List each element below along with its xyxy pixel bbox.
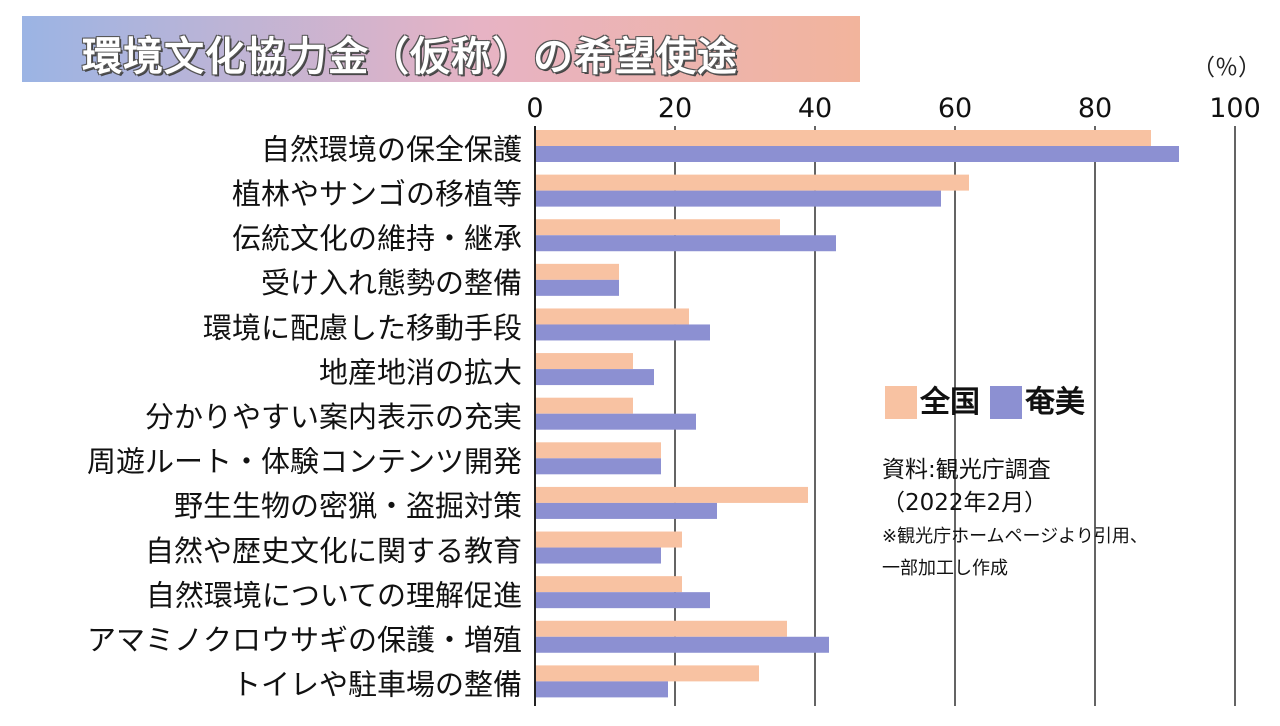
source-line-4: 一部加工し作成	[882, 558, 1008, 579]
chart-title: 環境文化協力金（仮称）の希望使途	[82, 34, 738, 80]
x-tick-label: 80	[1078, 93, 1112, 124]
category-label: 周遊ルート・体験コンテンツ開発	[87, 445, 522, 479]
legend-item-amami: 奄美	[990, 386, 1085, 421]
category-label: 環境に配慮した移動手段	[203, 311, 522, 345]
bar-national	[535, 576, 682, 593]
bar-national	[535, 219, 780, 236]
legend-item-national: 全国	[885, 386, 980, 421]
bar-amami	[535, 369, 654, 386]
x-tick-label: 0	[526, 93, 543, 124]
category-label: 地産地消の拡大	[319, 355, 522, 389]
legend-label-national: 全国	[920, 385, 980, 420]
source-line-2: （2022年2月）	[882, 490, 1048, 516]
x-tick-label: 60	[938, 93, 972, 124]
legend-label-amami: 奄美	[1025, 385, 1085, 420]
bar-national	[535, 531, 682, 548]
bar-national	[535, 397, 633, 414]
bar-national	[535, 665, 759, 682]
category-label: 自然環境の保全保護	[261, 132, 522, 166]
bar-national	[535, 620, 787, 637]
legend-swatch-amami	[990, 386, 1022, 419]
bar-national	[535, 308, 689, 325]
bar-national	[535, 353, 633, 370]
bar-amami	[535, 636, 829, 653]
category-label: トイレや駐車場の整備	[232, 668, 522, 702]
bar-national	[535, 442, 661, 459]
bar-amami	[535, 458, 661, 475]
category-label: 受け入れ態勢の整備	[261, 266, 522, 300]
bar-national	[535, 130, 1151, 146]
category-label: 自然環境についての理解促進	[146, 578, 522, 612]
bar-national	[535, 174, 969, 191]
source-note: 資料:観光庁調査 （2022年2月） ※観光庁ホームページより引用、 一部加工し…	[882, 454, 1262, 584]
bar-amami	[535, 279, 619, 296]
bar-national	[535, 486, 808, 503]
bar-amami	[535, 547, 661, 564]
category-label: 伝統文化の維持・継承	[232, 222, 522, 256]
title-band: 環境文化協力金（仮称）の希望使途	[22, 16, 860, 82]
bar-amami	[535, 190, 941, 207]
bar-amami	[535, 592, 710, 609]
bar-amami	[535, 324, 710, 341]
category-label: アマミノクロウサギの保護・増殖	[87, 623, 522, 657]
source-line-3: ※観光庁ホームページより引用、	[882, 526, 1148, 547]
legend-swatch-national	[885, 386, 917, 419]
x-tick-label: 40	[798, 93, 832, 124]
x-tick-label: 100	[1209, 93, 1261, 124]
category-label: 野生生物の密猟・盗掘対策	[174, 489, 522, 523]
x-tick-label: 20	[658, 93, 692, 124]
category-label: 分かりやすい案内表示の充実	[145, 400, 522, 434]
bar-amami	[535, 413, 696, 430]
source-line-1: 資料:観光庁調査	[882, 457, 1051, 483]
bar-amami	[535, 502, 717, 519]
unit-label: （％）	[1192, 55, 1261, 81]
category-label: 植林やサンゴの移植等	[232, 177, 522, 211]
bar-amami	[535, 681, 668, 698]
bar-amami	[535, 146, 1179, 162]
bar-national	[535, 263, 619, 280]
bar-amami	[535, 235, 836, 252]
category-label: 自然や歴史文化に関する教育	[145, 534, 522, 568]
